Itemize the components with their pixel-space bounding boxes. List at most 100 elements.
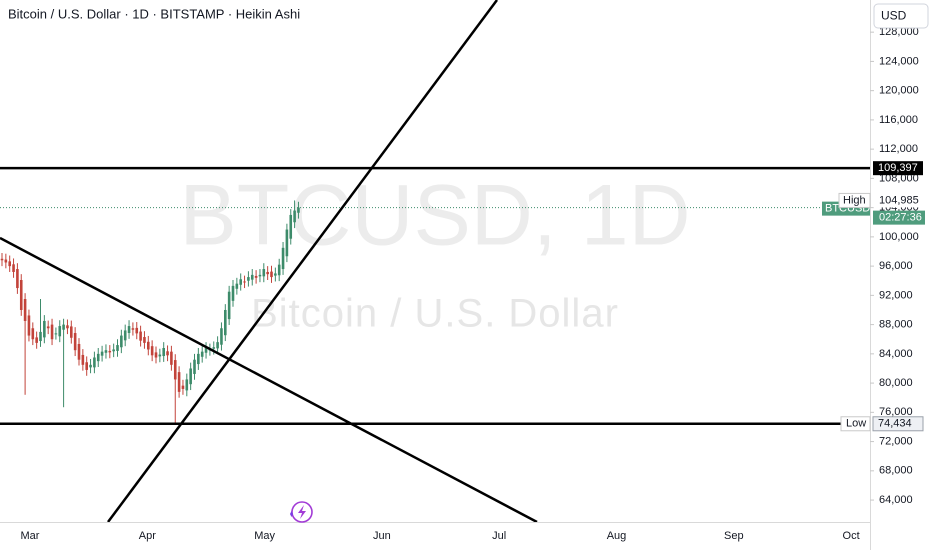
high-tag: High <box>843 194 866 206</box>
candle-body <box>58 326 62 337</box>
watermark-symbol: BTCUSD, 1D <box>179 168 690 264</box>
level-label: 74,434 <box>878 418 912 430</box>
level-label: 109,397 <box>878 162 918 174</box>
candle-body <box>200 351 204 357</box>
candle-body <box>235 283 239 289</box>
y-tick-label: 108,000 <box>879 172 919 184</box>
level-label-box <box>873 161 923 176</box>
candle-body <box>123 330 127 341</box>
candle-body <box>197 353 200 365</box>
candle-body <box>204 348 208 353</box>
candle-body <box>189 368 192 385</box>
candle-body <box>227 291 231 320</box>
candle-body <box>4 259 8 263</box>
candle-body <box>289 214 293 239</box>
candle-body <box>247 277 250 281</box>
candle-body <box>258 274 262 277</box>
y-tick-label: 112,000 <box>879 143 918 155</box>
x-tick-label: Jun <box>373 530 391 542</box>
y-tick-label: 84,000 <box>879 348 913 360</box>
y-tick-label: 124,000 <box>879 55 919 67</box>
high-tag-box <box>838 192 871 208</box>
candle-body <box>162 348 165 357</box>
watermark-subtitle: Bitcoin / U.S. Dollar <box>251 292 619 336</box>
trend-lines <box>0 0 538 524</box>
trend-line[interactable] <box>0 236 538 524</box>
candle-body <box>135 327 139 334</box>
candle-body <box>81 354 85 365</box>
candle-body <box>100 351 104 356</box>
y-tick-label: 72,000 <box>879 435 913 447</box>
y-tick-label: 128,000 <box>879 26 919 38</box>
candle-body <box>147 341 150 350</box>
level-tag: Low <box>846 418 866 430</box>
trend-line[interactable] <box>106 0 499 523</box>
y-tick-label: 96,000 <box>879 260 913 272</box>
candle-body <box>173 360 177 380</box>
candle-body <box>112 349 115 352</box>
candle-body <box>166 351 169 356</box>
candle-body <box>43 320 46 338</box>
candle-body <box>270 271 273 278</box>
logo-icon <box>290 501 313 523</box>
currency-button[interactable] <box>873 3 929 29</box>
price-axis <box>870 0 932 550</box>
countdown: 02:27:36 <box>879 212 922 224</box>
y-tick-label: 116,000 <box>879 114 918 126</box>
candle-body <box>212 347 216 349</box>
candle-body <box>39 331 42 342</box>
candle-body <box>127 326 131 334</box>
candle-body <box>96 353 100 362</box>
candle-body <box>181 385 185 389</box>
y-tick-label: 80,000 <box>879 377 913 389</box>
candle-body <box>170 351 173 365</box>
candle-body <box>73 333 77 351</box>
candle-body <box>104 350 108 353</box>
candle-body <box>108 350 112 353</box>
candle-body <box>8 261 11 267</box>
x-tick-label: Oct <box>843 530 860 542</box>
candle-body <box>66 325 69 329</box>
x-tick-label: Apr <box>139 530 156 542</box>
candle-body <box>70 326 73 338</box>
candle-body <box>19 280 23 310</box>
candle-body <box>297 207 300 213</box>
x-tick-label: Aug <box>607 530 627 542</box>
y-tick-label: 64,000 <box>879 494 913 506</box>
candle-body <box>54 333 58 335</box>
candle-body <box>31 328 35 340</box>
chart-title: Bitcoin / U.S. Dollar · 1D · BITSTAMP · … <box>8 6 300 21</box>
candle-body <box>50 324 54 340</box>
candle-body <box>0 258 4 261</box>
candle-body <box>12 264 15 272</box>
candle-body <box>23 299 27 321</box>
y-tick-label: 100,000 <box>879 231 919 243</box>
candle-body <box>262 269 266 277</box>
candle-body <box>224 309 227 336</box>
candle-body <box>177 372 181 392</box>
plot-area <box>0 200 870 424</box>
candle-body <box>27 315 31 336</box>
candle-body <box>250 274 254 280</box>
candle-body <box>231 285 235 301</box>
x-tick-label: Jul <box>492 530 506 542</box>
level-label-box <box>872 416 924 432</box>
candle-body <box>120 335 123 348</box>
candle-body <box>77 343 81 360</box>
candle-body <box>85 362 88 370</box>
candle-body <box>139 331 142 341</box>
candle-body <box>243 281 246 283</box>
candle-body <box>266 271 269 275</box>
x-tick-label: Mar <box>21 530 40 542</box>
levels <box>0 166 870 426</box>
high-label: 104,985 <box>879 194 919 206</box>
candle-body <box>35 337 38 343</box>
watermark: BTCUSD, 1D Bitcoin / U.S. Dollar <box>179 168 690 336</box>
candle-body <box>281 247 285 270</box>
candle-body <box>185 379 189 391</box>
x-tick-label: May <box>254 530 275 542</box>
y-tick-label: 120,000 <box>879 85 919 97</box>
x-tick-label: Sep <box>724 530 744 542</box>
candle-body <box>93 357 96 368</box>
